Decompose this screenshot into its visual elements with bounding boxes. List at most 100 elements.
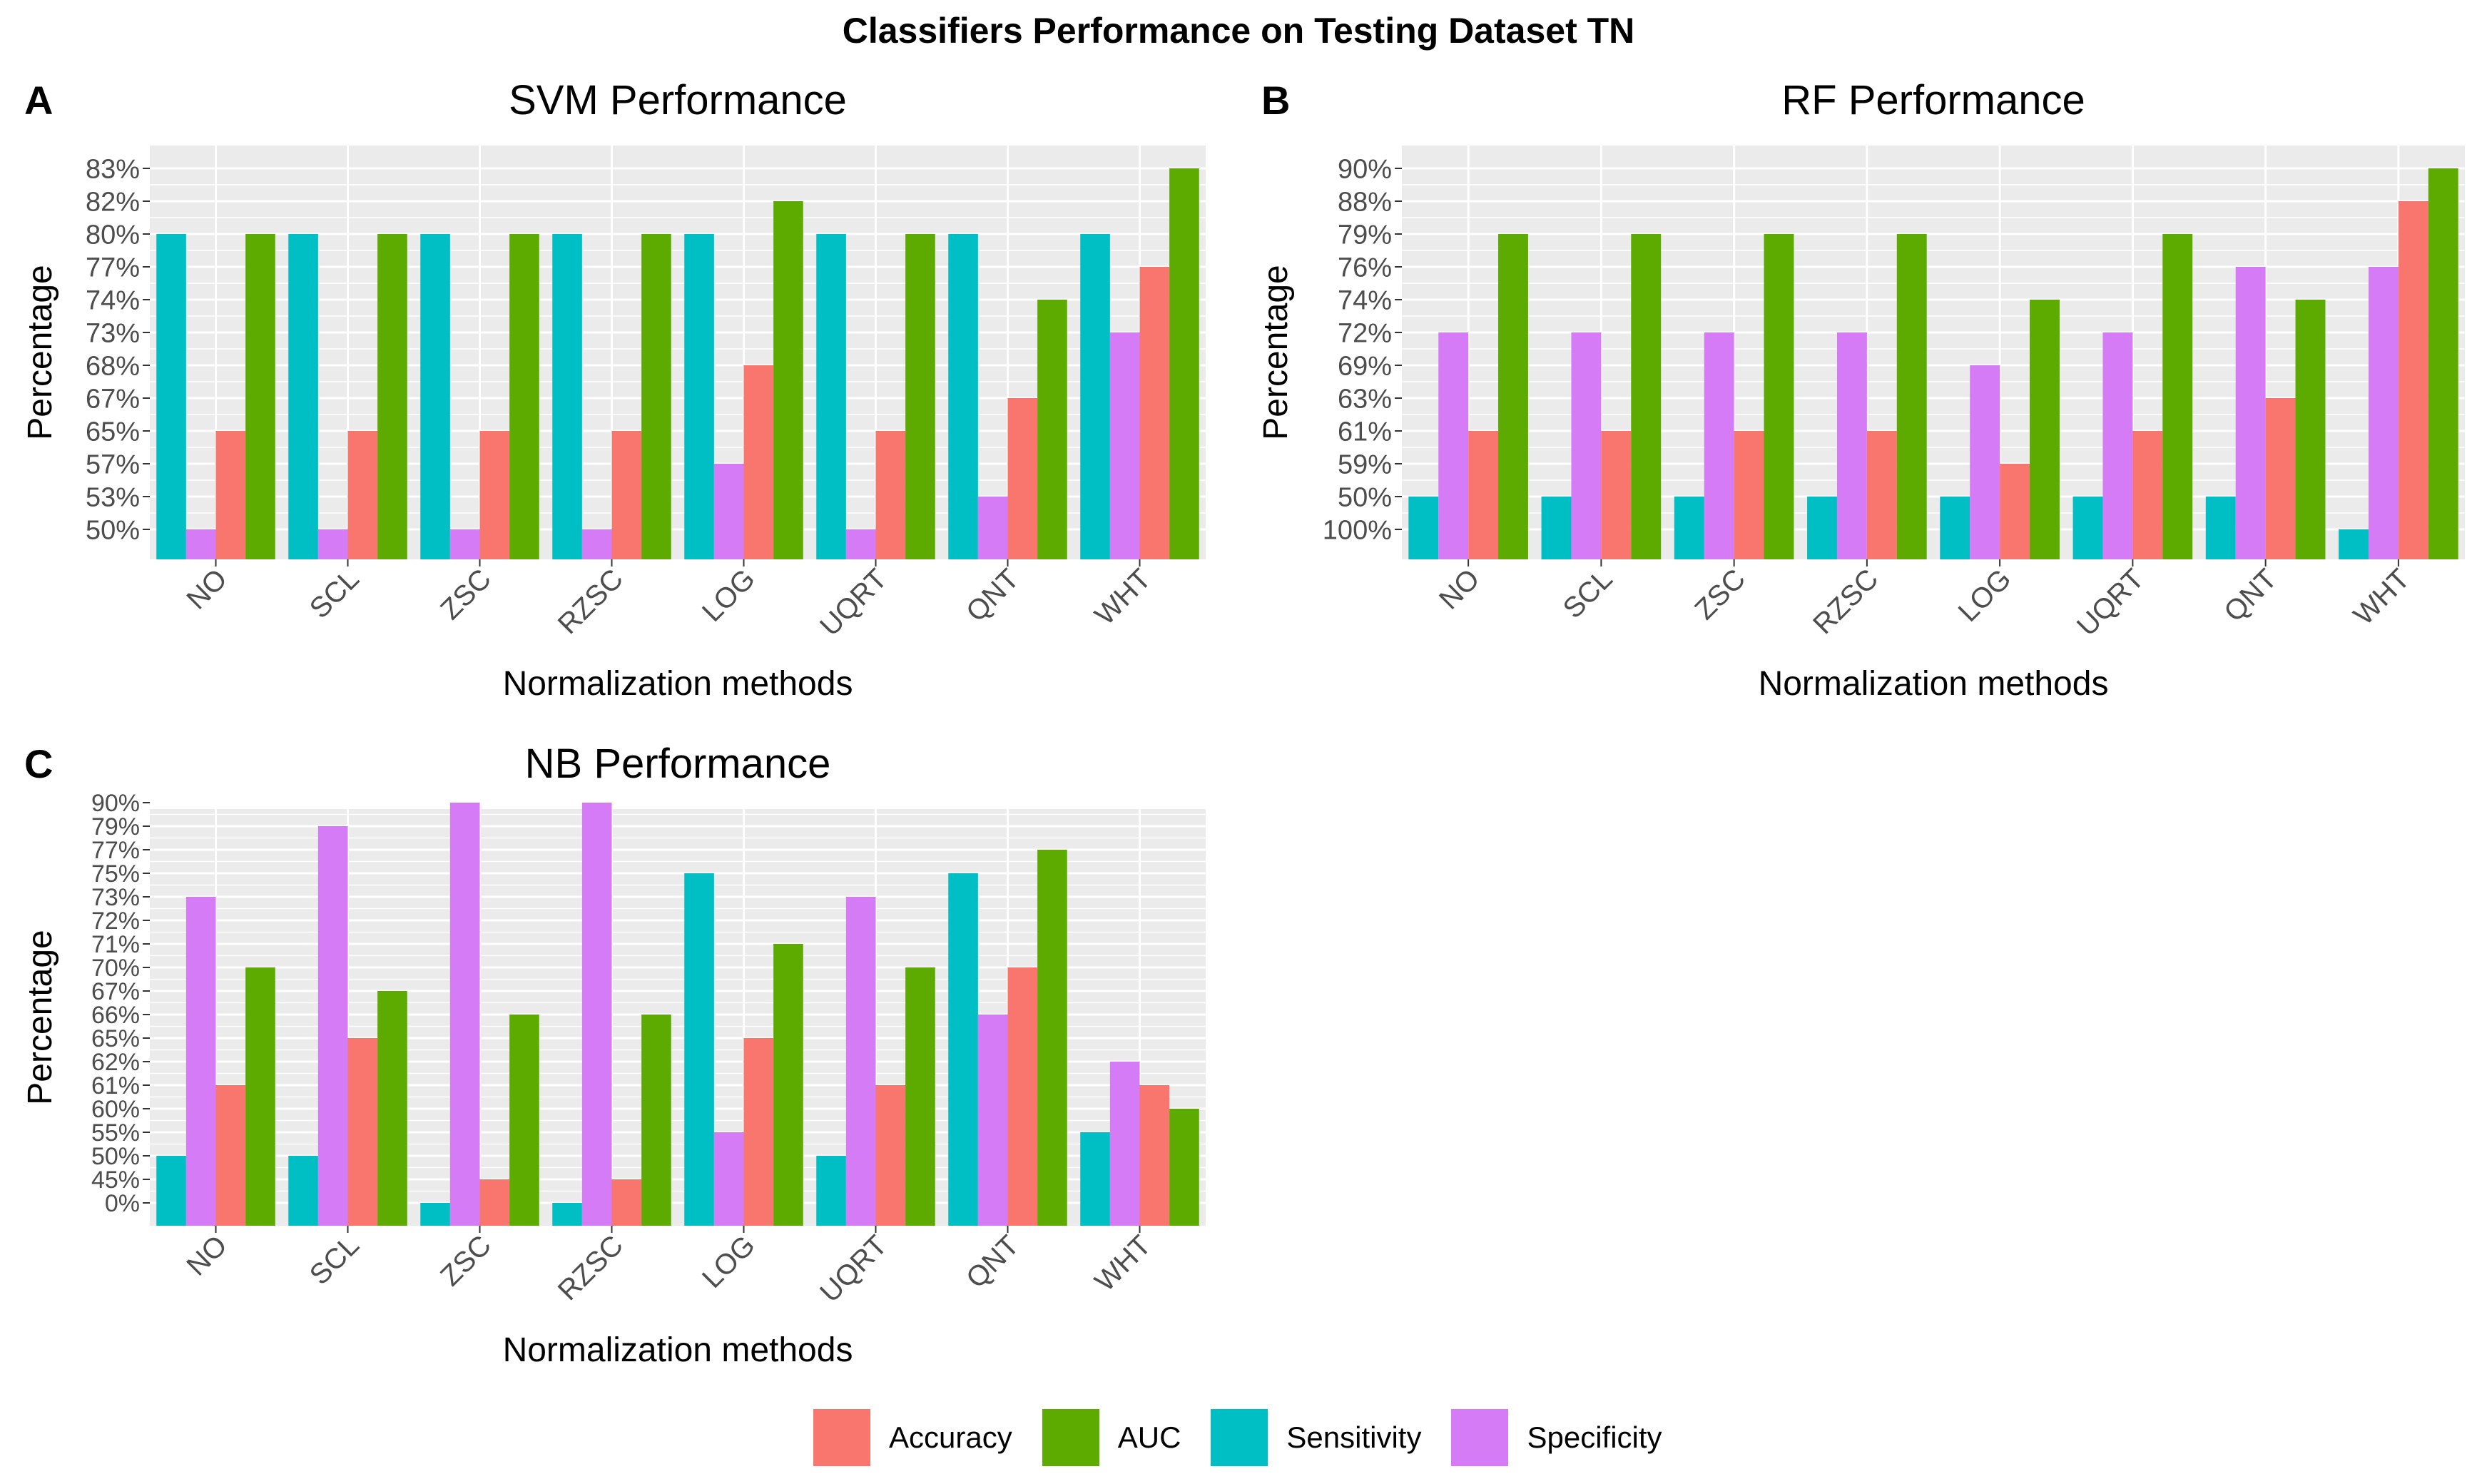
panel-a-bar-auc-zsc	[509, 234, 539, 559]
panel-c-bar-accuracy-scl	[347, 1038, 378, 1226]
panel-a-bar-sensitivity-uqrt	[816, 234, 846, 559]
panel-c-y-tick-label: 62%	[91, 1049, 140, 1076]
panel-c-y-tick-label: 65%	[91, 1025, 140, 1052]
panel-a-y-tick-label: 67%	[86, 385, 140, 415]
panel-a-y-tick-label: 57%	[86, 450, 140, 480]
panel-b-bar-sensitivity-no	[1408, 497, 1439, 559]
panel-a-y-axis-title: Percentage	[21, 265, 59, 440]
panel-b-y-tick-label: 88%	[1338, 188, 1392, 218]
panel-c-y-tick-label: 0%	[105, 1190, 140, 1217]
panel-a-bar-auc-no	[245, 234, 275, 559]
panel-c-bar-sensitivity-wht	[1080, 1132, 1110, 1226]
panel-c-y-tick-label: 73%	[91, 884, 140, 911]
legend: Accuracy AUC Sensitivity Specificity	[813, 1406, 1671, 1470]
panel-c-x-tick-label: WHT	[1089, 1229, 1157, 1298]
panel-b-bar-specificity-zsc	[1704, 332, 1734, 559]
panel-a-x-axis-title: Normalization methods	[503, 665, 853, 703]
panel-b-bar-sensitivity-log	[1940, 497, 1970, 559]
panel-a-bar-accuracy-log	[743, 365, 774, 559]
panel-a-bar-sensitivity-rzsc	[552, 234, 582, 559]
panel-c-bar-specificity-rzsc	[581, 803, 612, 1226]
panel-a-bar-accuracy-no	[215, 431, 246, 559]
panel-b-bar-sensitivity-scl	[1541, 497, 1572, 559]
panel-c-bar-specificity-wht	[1109, 1062, 1140, 1226]
panel-c-y-tick-label: 45%	[91, 1167, 140, 1194]
panel-b-x-tick-label: SCL	[1557, 563, 1619, 624]
legend-item-sensitivity: Sensitivity	[1211, 1409, 1421, 1466]
legend-key-auc	[1042, 1409, 1099, 1466]
panel-a-bar-auc-log	[773, 201, 803, 559]
panel-c-y-tick-label: 70%	[91, 955, 140, 982]
panel-c-y-tick-label: 77%	[91, 837, 140, 864]
panel-c-y-tick-label: 79%	[91, 813, 140, 840]
panel-b-bar-specificity-wht	[2368, 267, 2399, 559]
panel-c-bar-accuracy-rzsc	[611, 1179, 642, 1226]
panel-c-letter: C	[24, 741, 54, 786]
panel-b-x-tick-label: ZSC	[1689, 563, 1751, 626]
panel-a-bar-auc-qnt	[1037, 300, 1067, 559]
panel-b-y-tick-label: 59%	[1338, 450, 1392, 480]
legend-item-specificity: Specificity	[1451, 1409, 1662, 1466]
panel-c-bar-accuracy-zsc	[479, 1179, 510, 1226]
panel-b-bar-accuracy-rzsc	[1866, 431, 1897, 559]
panel-b-y-tick-label: 100%	[1323, 516, 1392, 546]
panel-a-x-tick-label: WHT	[1089, 563, 1157, 631]
panel-c-bar-auc-uqrt	[905, 967, 935, 1226]
panel-b-bar-specificity-qnt	[2235, 267, 2266, 559]
legend-key-accuracy	[813, 1409, 870, 1466]
panel-b-x-tick-label: LOG	[1953, 563, 2018, 628]
panel-c-y-tick-label: 66%	[91, 1002, 140, 1029]
panel-c-bar-specificity-scl	[317, 826, 348, 1226]
panel-c-bar-auc-rzsc	[641, 1015, 671, 1226]
figure-title: Classifiers Performance on Testing Datas…	[842, 11, 1635, 51]
panel-b-bar-auc-no	[1498, 234, 1528, 559]
panel-b-bar-accuracy-qnt	[2265, 398, 2296, 559]
panel-c-bar-auc-no	[245, 967, 275, 1226]
panel-b-bar-accuracy-no	[1468, 431, 1499, 559]
panel-c-bar-sensitivity-rzsc	[552, 1203, 582, 1226]
panel-b-x-tick-label: WHT	[2348, 563, 2416, 631]
panel-b-bar-sensitivity-zsc	[1674, 497, 1704, 559]
panel-a-bar-sensitivity-scl	[288, 234, 318, 559]
legend-label-sensitivity: Sensitivity	[1286, 1421, 1422, 1454]
panel-b-bar-auc-scl	[1631, 234, 1662, 559]
panel-a-x-tick-label: UQRT	[814, 563, 893, 642]
panel-b-bar-sensitivity-qnt	[2205, 497, 2236, 559]
panel-c-bar-specificity-qnt	[977, 1015, 1008, 1226]
panel-c-bar-sensitivity-scl	[288, 1156, 318, 1226]
svm-chart: SVM Performance 50%53%57%65%67%68%73%74%7…	[21, 77, 1206, 703]
panel-b-bar-accuracy-log	[2000, 464, 2030, 559]
panel-b-bar-auc-zsc	[1764, 234, 1794, 559]
panel-c-bar-sensitivity-zsc	[420, 1203, 450, 1226]
panel-a-y-tick-label: 50%	[86, 516, 140, 546]
panel-a-bar-accuracy-rzsc	[611, 431, 642, 559]
panel-b-y-axis-title: Percentage	[1257, 265, 1295, 440]
panel-a-y-tick-label: 82%	[86, 188, 140, 218]
panel-a-bar-sensitivity-qnt	[948, 234, 978, 559]
rf-chart: RF Performance100%50%59%61%63%69%72%74%7…	[1257, 77, 2465, 703]
panel-c-y-tick-label: 60%	[91, 1096, 140, 1123]
panel-a-x-tick-label: LOG	[696, 563, 761, 628]
panel-b-x-tick-label: NO	[1433, 563, 1486, 616]
panel-b-bar-specificity-no	[1438, 332, 1469, 559]
panel-a-bar-accuracy-wht	[1139, 267, 1170, 559]
panel-c-x-axis-title: Normalization methods	[503, 1331, 853, 1369]
panel-b-y-tick-label: 76%	[1338, 253, 1392, 283]
panel-c-y-tick-label: 90%	[91, 790, 140, 817]
panel-a-y-tick-label: 80%	[86, 220, 140, 250]
panel-a-bar-accuracy-qnt	[1007, 398, 1038, 559]
panel-c-x-tick-label: RZSC	[552, 1229, 629, 1306]
panel-b-y-tick-label: 79%	[1338, 220, 1392, 250]
panel-c-bar-accuracy-log	[743, 1038, 774, 1226]
panel-c-y-tick-label: 50%	[91, 1143, 140, 1170]
panel-b-bar-accuracy-wht	[2398, 201, 2428, 559]
panel-a-x-tick-label: RZSC	[552, 563, 629, 640]
panel-b-y-tick-label: 90%	[1338, 155, 1392, 185]
panel-c-x-tick-label: NO	[180, 1229, 233, 1282]
panel-a-bar-sensitivity-zsc	[420, 234, 450, 559]
panel-c-x-tick-label: SCL	[304, 1229, 365, 1291]
panel-a-letter: A	[24, 78, 54, 123]
panel-c-title: NB Performance	[525, 741, 831, 787]
panel-b-letter: B	[1261, 78, 1291, 123]
